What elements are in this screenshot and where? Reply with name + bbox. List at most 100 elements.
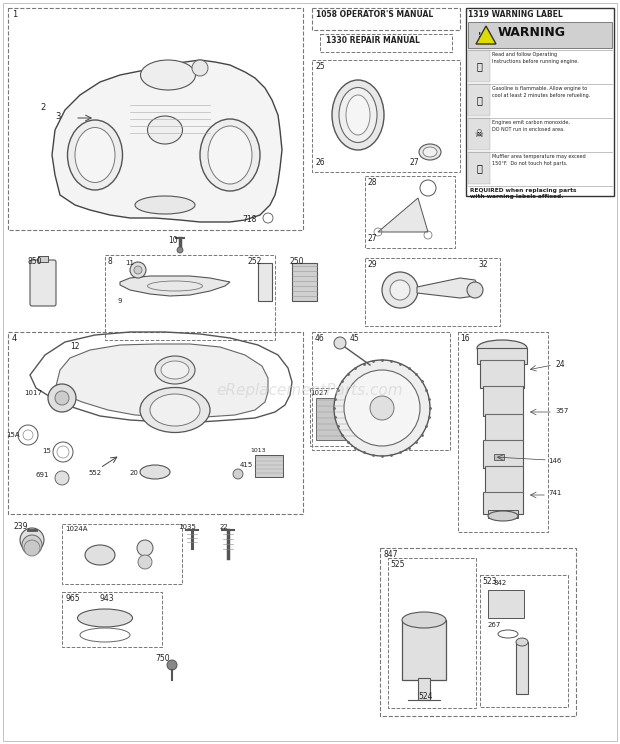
FancyBboxPatch shape — [30, 260, 56, 306]
Text: 🔥: 🔥 — [476, 95, 482, 105]
Circle shape — [138, 555, 152, 569]
Bar — [477, 348, 527, 364]
Bar — [312, 332, 450, 450]
Text: 3: 3 — [55, 112, 60, 121]
Circle shape — [22, 535, 42, 555]
Text: 27: 27 — [368, 234, 378, 243]
Text: 1024A: 1024A — [65, 526, 87, 532]
Text: 25: 25 — [315, 62, 325, 71]
Bar — [312, 60, 460, 172]
Ellipse shape — [150, 394, 200, 426]
Polygon shape — [378, 198, 428, 232]
Circle shape — [334, 360, 430, 456]
Bar — [494, 454, 504, 460]
Bar — [312, 8, 460, 30]
Text: 741: 741 — [548, 490, 561, 496]
Bar — [488, 510, 518, 518]
Circle shape — [233, 469, 243, 479]
Ellipse shape — [140, 388, 210, 432]
Bar — [255, 455, 283, 477]
Text: 552: 552 — [88, 470, 101, 476]
Text: 415: 415 — [240, 462, 253, 468]
Text: Read and follow Operating
Instructions before running engine.: Read and follow Operating Instructions b… — [492, 52, 578, 63]
Text: 45: 45 — [350, 334, 360, 343]
Bar — [8, 332, 303, 514]
Polygon shape — [120, 276, 230, 296]
Text: 20: 20 — [130, 470, 139, 476]
Text: 27: 27 — [410, 158, 420, 167]
Bar — [365, 258, 500, 326]
Ellipse shape — [161, 361, 189, 379]
Circle shape — [390, 280, 410, 300]
Bar — [468, 22, 612, 48]
Text: 32: 32 — [478, 260, 487, 269]
Circle shape — [382, 272, 418, 308]
Circle shape — [55, 391, 69, 405]
Polygon shape — [417, 278, 478, 298]
Polygon shape — [476, 26, 496, 44]
Bar — [310, 388, 370, 446]
Bar — [480, 575, 568, 707]
Text: 1013: 1013 — [250, 448, 265, 453]
Bar — [488, 590, 524, 618]
Bar — [105, 255, 275, 340]
Bar — [458, 332, 548, 532]
Text: 9: 9 — [118, 298, 123, 304]
Text: 146: 146 — [548, 458, 561, 464]
Bar — [365, 176, 455, 248]
Bar — [468, 50, 490, 82]
Text: !: ! — [478, 32, 481, 38]
Text: 🌡: 🌡 — [476, 163, 482, 173]
Text: 850: 850 — [28, 257, 43, 266]
Bar — [468, 152, 490, 184]
Bar — [402, 620, 446, 680]
Text: 691: 691 — [35, 472, 48, 478]
Ellipse shape — [477, 340, 527, 356]
Polygon shape — [55, 344, 268, 417]
Text: 8: 8 — [108, 257, 113, 266]
Text: 📖: 📖 — [476, 61, 482, 71]
Circle shape — [370, 396, 394, 420]
Text: 12: 12 — [70, 342, 79, 351]
Text: 4: 4 — [12, 334, 17, 343]
Bar — [485, 414, 523, 442]
Text: 29: 29 — [368, 260, 378, 269]
Circle shape — [467, 282, 483, 298]
Text: 750: 750 — [155, 654, 170, 663]
Ellipse shape — [423, 147, 437, 157]
Text: 22: 22 — [220, 524, 229, 530]
Ellipse shape — [346, 95, 370, 135]
Text: 357: 357 — [555, 408, 569, 414]
Bar — [480, 360, 524, 388]
Text: 15A: 15A — [6, 432, 20, 438]
Bar — [468, 118, 490, 150]
Ellipse shape — [488, 511, 518, 521]
Ellipse shape — [140, 465, 170, 479]
Text: 24: 24 — [555, 360, 565, 369]
Ellipse shape — [339, 88, 377, 143]
Ellipse shape — [516, 638, 528, 646]
Ellipse shape — [155, 356, 195, 384]
Bar — [8, 8, 303, 230]
Circle shape — [192, 60, 208, 76]
Text: 1035: 1035 — [178, 524, 196, 530]
Text: 1017: 1017 — [24, 390, 42, 396]
Ellipse shape — [85, 545, 115, 565]
Ellipse shape — [208, 126, 252, 184]
Circle shape — [55, 471, 69, 485]
Bar — [320, 34, 452, 52]
Text: 46: 46 — [315, 334, 325, 343]
Bar — [516, 642, 528, 694]
Ellipse shape — [148, 116, 182, 144]
Text: eReplacementParts.com: eReplacementParts.com — [216, 382, 404, 397]
Ellipse shape — [68, 120, 123, 190]
Bar — [483, 440, 523, 468]
Text: 943: 943 — [100, 594, 115, 603]
Polygon shape — [52, 60, 282, 222]
Ellipse shape — [78, 609, 133, 627]
Ellipse shape — [419, 144, 441, 160]
Text: 267: 267 — [488, 622, 502, 628]
Text: Muffler area temperature may exceed
150°F.  Do not touch hot parts.: Muffler area temperature may exceed 150°… — [492, 154, 586, 166]
Bar — [418, 678, 430, 700]
Text: 16: 16 — [460, 334, 469, 343]
